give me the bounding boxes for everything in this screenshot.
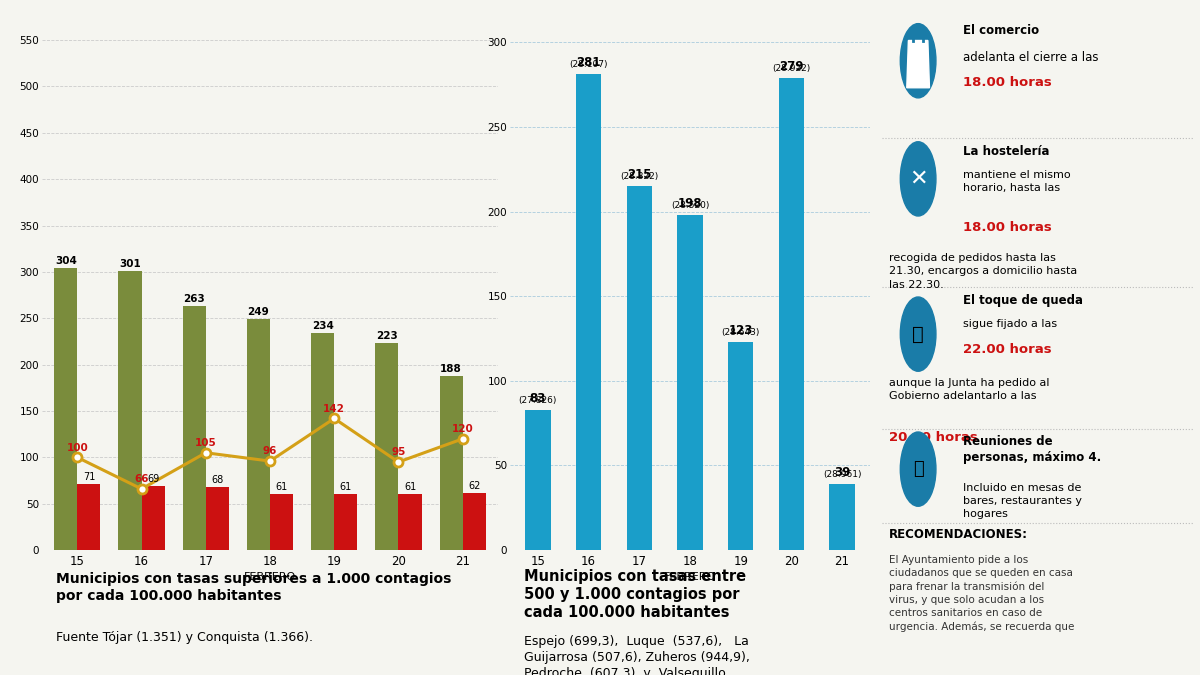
Bar [439,376,463,550]
Text: 71: 71 [83,472,95,483]
X-axis label: FEBRERO: FEBRERO [244,572,296,582]
Text: El Ayuntamiento pide a los
ciudadanos que se queden en casa
para frenar la trans: El Ayuntamiento pide a los ciudadanos qu… [889,555,1074,632]
Text: 62: 62 [468,481,480,491]
Bar [142,486,164,550]
Text: 95: 95 [391,448,406,458]
Text: 69: 69 [146,475,160,484]
Text: 18.00 horas: 18.00 horas [964,76,1052,88]
Text: 234: 234 [312,321,334,331]
Bar [335,493,358,550]
Text: 281: 281 [576,56,601,70]
Text: 39: 39 [834,466,851,479]
Text: La hostelería: La hostelería [964,145,1050,158]
Text: (28.922): (28.922) [773,53,810,73]
Text: 304: 304 [55,256,77,267]
Text: Reuniones de
personas, máximo 4.: Reuniones de personas, máximo 4. [964,435,1102,464]
Circle shape [900,142,936,216]
Bar [463,493,486,550]
Text: (28.322): (28.322) [620,162,659,181]
Text: 279: 279 [779,60,804,73]
Bar [77,484,101,550]
Text: Incluido en mesas de
bares, restaurantes y
hogares: Incluido en mesas de bares, restaurantes… [964,483,1082,519]
Bar [247,319,270,550]
Text: 123: 123 [728,324,752,337]
Bar [626,186,652,550]
Text: mantiene el mismo
horario, hasta las: mantiene el mismo horario, hasta las [964,170,1072,193]
Bar [779,78,804,550]
Bar [182,306,205,550]
Bar [270,493,293,550]
Text: (27.826): (27.826) [518,385,557,404]
Text: 223: 223 [376,331,397,342]
Bar [526,410,551,550]
Text: 🕐: 🕐 [912,325,924,344]
Bar [54,268,77,550]
Text: 301: 301 [119,259,140,269]
Text: 142: 142 [323,404,346,414]
Text: RECOMENDACIONES:: RECOMENDACIONES: [889,528,1028,541]
Text: 100: 100 [66,443,88,453]
Circle shape [900,432,936,506]
Bar [576,74,601,550]
Bar [398,493,421,550]
Text: ✕: ✕ [908,169,928,189]
Text: 249: 249 [247,307,269,317]
Text: 20.00 horas: 20.00 horas [889,431,978,443]
Text: 18.00 horas: 18.00 horas [964,221,1052,234]
Text: (28.107): (28.107) [569,50,608,70]
Polygon shape [907,40,930,88]
Bar [311,333,335,550]
Bar [205,487,229,550]
Text: 263: 263 [184,294,205,304]
Text: 198: 198 [678,197,702,210]
Text: 61: 61 [340,482,352,491]
Bar [119,271,142,550]
Text: Municipios con tasas superiores a 1.000 contagios
por cada 100.000 habitantes: Municipios con tasas superiores a 1.000 … [55,572,451,603]
Text: 68: 68 [211,475,223,485]
Text: 👥: 👥 [913,460,924,478]
Text: 96: 96 [263,446,277,456]
Text: aunque la Junta ha pedido al
Gobierno adelantarlo a las: aunque la Junta ha pedido al Gobierno ad… [889,378,1050,401]
Bar [677,215,703,550]
Text: 188: 188 [440,364,462,374]
Circle shape [900,24,936,98]
Bar [728,342,754,550]
Text: 66: 66 [134,475,149,484]
Text: El toque de queda: El toque de queda [964,294,1084,306]
Text: sigue fijado a las: sigue fijado a las [964,319,1057,329]
Bar [376,344,398,550]
Text: (28.961): (28.961) [823,460,862,479]
Text: 105: 105 [194,438,217,448]
Text: 83: 83 [529,392,546,404]
Text: recogida de pedidos hasta las
21.30, encargos a domicilio hasta
las 22.30.: recogida de pedidos hasta las 21.30, enc… [889,253,1078,290]
Text: 215: 215 [628,168,652,181]
Text: adelanta el cierre a las: adelanta el cierre a las [964,51,1099,63]
Text: 22.00 horas: 22.00 horas [964,343,1052,356]
Text: (28.643): (28.643) [721,317,760,337]
Text: 61: 61 [276,482,288,491]
Circle shape [900,297,936,371]
Text: Municipios con tasas entre
500 y 1.000 contagios por
cada 100.000 habitantes: Municipios con tasas entre 500 y 1.000 c… [524,569,746,620]
Bar [829,484,854,550]
Text: (28.520): (28.520) [671,190,709,210]
Text: Fuente Tójar (1.351) y Conquista (1.366).: Fuente Tójar (1.351) y Conquista (1.366)… [55,630,313,643]
X-axis label: FEBRERO: FEBRERO [664,572,716,582]
Text: Espejo (699,3),  Luque  (537,6),   La
Guijarrosa (507,6), Zuheros (944,9),
Pedro: Espejo (699,3), Luque (537,6), La Guijar… [524,634,750,675]
Text: 120: 120 [452,424,474,434]
Text: 61: 61 [404,482,416,491]
Text: El comercio: El comercio [964,24,1039,36]
